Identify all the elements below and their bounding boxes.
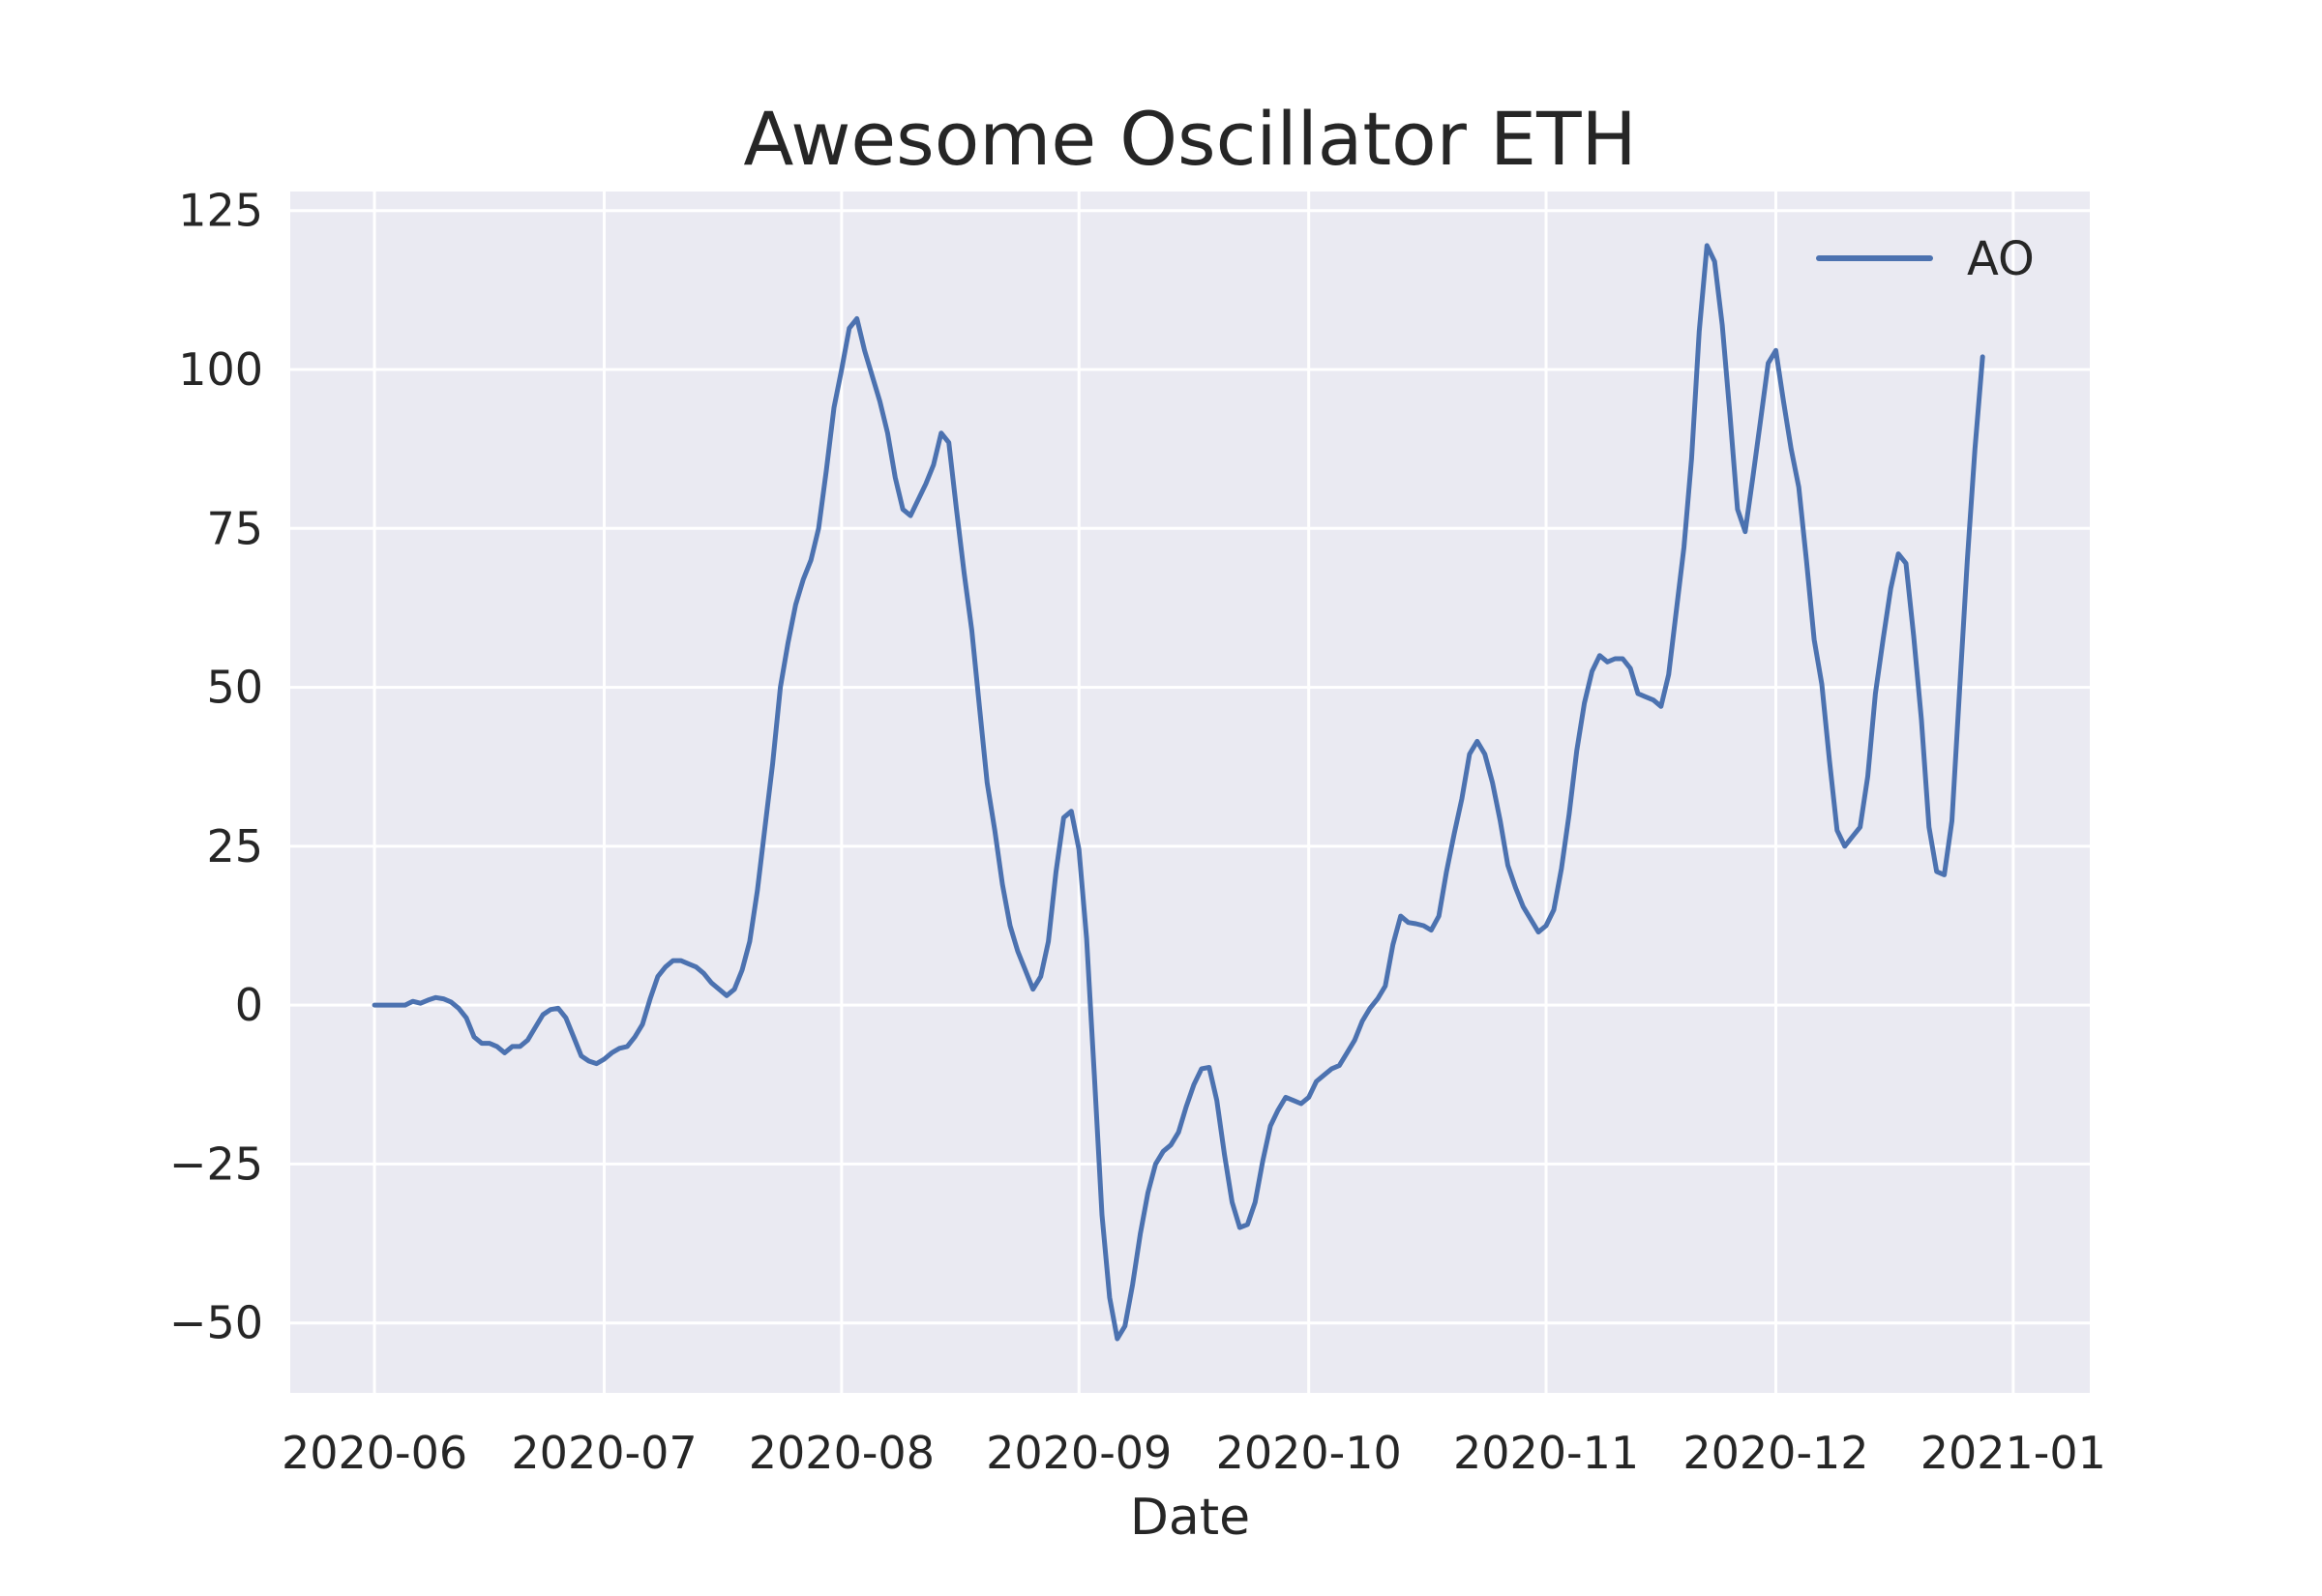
legend-label-ao: AO [1967, 232, 2035, 286]
series-layer [372, 243, 1985, 1342]
x-tick-label: 2020-11 [1453, 1427, 1639, 1479]
y-tick-labels: −50 −25 0 25 50 75 100 125 [169, 185, 263, 1349]
y-tick-label: 100 [178, 343, 263, 396]
y-tick-label: −25 [169, 1138, 263, 1190]
y-tick-label: 25 [206, 820, 263, 872]
plot-area [290, 192, 2090, 1393]
x-gridlines [372, 192, 2015, 1393]
chart-title: Awesome Oscillator ETH [743, 96, 1636, 182]
series-line-ao [372, 243, 1985, 1342]
x-tick-labels: 2020-06 2020-07 2020-08 2020-09 2020-10 2020-… [282, 1427, 2106, 1479]
x-tick-label: 2020-07 [511, 1427, 697, 1479]
x-tick-label: 2020-08 [749, 1427, 935, 1479]
legend: AO [1816, 232, 2035, 286]
x-tick-label: 2021-01 [1920, 1427, 2106, 1479]
x-tick-label: 2020-06 [282, 1427, 467, 1479]
x-tick-label: 2020-09 [986, 1427, 1172, 1479]
y-tick-label: 50 [206, 662, 263, 714]
x-tick-label: 2020-12 [1682, 1427, 1868, 1479]
y-tick-label: 75 [206, 502, 263, 554]
x-tick-label: 2020-10 [1216, 1427, 1402, 1479]
y-tick-label: −50 [169, 1297, 263, 1349]
x-axis-label: Date [1130, 1489, 1250, 1547]
y-gridlines [290, 209, 2090, 1325]
y-tick-label: 0 [235, 979, 263, 1031]
y-tick-label: 125 [178, 185, 263, 237]
